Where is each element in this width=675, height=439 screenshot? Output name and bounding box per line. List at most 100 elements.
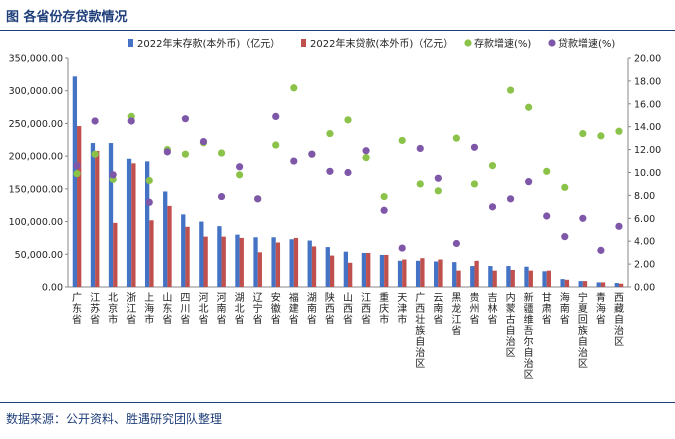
legend-label: 2022年末贷款(本外币)（亿元） — [310, 37, 453, 50]
bar-loan — [510, 269, 515, 287]
right-axis-tick-label: 6.00 — [634, 214, 655, 225]
point-deposit-growth — [416, 180, 424, 188]
bar-deposit — [434, 261, 439, 287]
category-label: 河南省 — [217, 292, 227, 326]
bar-loan — [311, 246, 317, 287]
point-deposit-growth — [434, 187, 442, 195]
point-loan-growth — [506, 195, 515, 203]
legend-swatch-point — [464, 39, 472, 47]
right-axis-tick-label: 0.00 — [634, 283, 655, 294]
category-label: 甘肃省 — [542, 291, 552, 326]
bar-loan — [348, 262, 353, 287]
point-loan-growth — [416, 144, 424, 153]
point-deposit-growth — [488, 162, 497, 170]
bar-loan — [113, 222, 118, 287]
category-label: 山西省 — [343, 292, 353, 326]
point-deposit-growth — [561, 183, 569, 191]
point-loan-growth — [452, 239, 460, 248]
bar-deposit — [90, 143, 96, 287]
category-label: 黑龙江省 — [451, 292, 461, 337]
point-loan-growth — [525, 178, 533, 186]
left-axis-tick-label: 300,000.00 — [9, 86, 63, 97]
point-loan-growth — [543, 212, 551, 220]
bar-loan — [582, 281, 588, 287]
legend-label: 2022年末存款(本外币)（亿元） — [137, 37, 280, 50]
bar-loan — [366, 252, 371, 287]
category-label: 重庆市 — [379, 291, 389, 326]
category-label: 四川省 — [180, 293, 190, 326]
left-axis-tick-label: 250,000.00 — [9, 119, 63, 130]
left-axis-tick-label: 50,000.00 — [15, 250, 63, 261]
point-deposit-growth — [597, 132, 605, 140]
point-deposit-growth — [506, 86, 515, 94]
left-axis-tick-label: 100,000.00 — [9, 217, 63, 228]
point-deposit-growth — [525, 103, 533, 111]
bar-deposit — [325, 247, 330, 287]
point-deposit-growth — [326, 129, 334, 138]
right-axis-tick-label: 20.00 — [634, 54, 661, 65]
right-axis-tick-label: 10.00 — [634, 168, 661, 179]
left-axis-tick-label: 350,000.00 — [9, 54, 63, 65]
category-label: 广东省 — [72, 292, 82, 326]
bar-deposit — [181, 214, 186, 287]
bar-deposit — [217, 226, 222, 287]
point-loan-growth — [344, 168, 352, 177]
point-loan-growth — [127, 117, 135, 125]
bar-loan — [329, 255, 335, 287]
bar-loan — [185, 226, 190, 287]
bar-deposit — [524, 266, 529, 287]
category-label: 江苏省 — [90, 292, 100, 326]
point-loan-growth — [217, 192, 226, 201]
category-label: 天津市 — [397, 293, 407, 326]
category-label: 河北省 — [198, 292, 208, 326]
category-label: 云南省 — [433, 293, 443, 326]
bar-deposit — [253, 237, 258, 287]
bar-deposit — [235, 234, 240, 287]
point-deposit-growth — [579, 129, 587, 138]
point-loan-growth — [579, 214, 587, 222]
point-deposit-growth — [145, 176, 153, 185]
bar-loan — [600, 282, 606, 287]
bar-deposit — [452, 262, 457, 287]
point-loan-growth — [272, 112, 280, 120]
category-label: 贵州省 — [469, 291, 479, 326]
point-loan-growth — [145, 198, 153, 206]
source-note: 数据来源：公开资料、胜遇研究团队整理 — [6, 412, 223, 426]
bar-loan — [618, 283, 624, 287]
category-label: 宁夏回族自治区 — [578, 291, 588, 370]
point-loan-growth — [398, 244, 406, 252]
category-label: 湖南省 — [307, 292, 317, 326]
category-label: 浙江省 — [126, 292, 136, 326]
bar-deposit — [470, 266, 475, 287]
bar-deposit — [163, 191, 168, 287]
bar-deposit — [415, 260, 421, 287]
bar-deposit — [560, 279, 565, 287]
point-loan-growth — [290, 157, 298, 165]
point-loan-growth — [470, 143, 479, 151]
bar-loan — [474, 260, 479, 287]
bar-loan — [167, 205, 172, 287]
category-label: 广西壮族自治区 — [415, 292, 425, 370]
point-deposit-growth — [91, 150, 99, 158]
point-deposit-growth — [470, 180, 479, 188]
point-deposit-growth — [290, 84, 298, 92]
figure-title: 图 各省份存贷款情况 — [6, 10, 128, 25]
category-label: 新疆维吾尔自治区 — [524, 291, 534, 381]
left-axis-tick-label: 150,000.00 — [9, 184, 63, 195]
chart: 0.00 50,000.00 100,000.00 150,000.00 200,000… — [9, 37, 662, 381]
point-deposit-growth — [398, 136, 406, 145]
right-axis-tick-label: 16.00 — [634, 99, 661, 110]
bar-loan — [492, 270, 497, 287]
bar-deposit — [72, 76, 78, 287]
point-loan-growth — [73, 162, 81, 170]
category-label: 海南省 — [560, 291, 570, 326]
bar-loan — [95, 150, 100, 287]
category-label: 江西省 — [361, 292, 371, 326]
left-axis-tick-label: 200,000.00 — [9, 152, 63, 163]
point-loan-growth — [199, 137, 208, 146]
bar-deposit — [361, 252, 367, 287]
category-label: 内蒙古自治区 — [506, 291, 516, 359]
bar-loan — [221, 236, 226, 287]
bar-loan — [564, 279, 570, 287]
right-axis-tick-label: 14.00 — [634, 122, 661, 133]
